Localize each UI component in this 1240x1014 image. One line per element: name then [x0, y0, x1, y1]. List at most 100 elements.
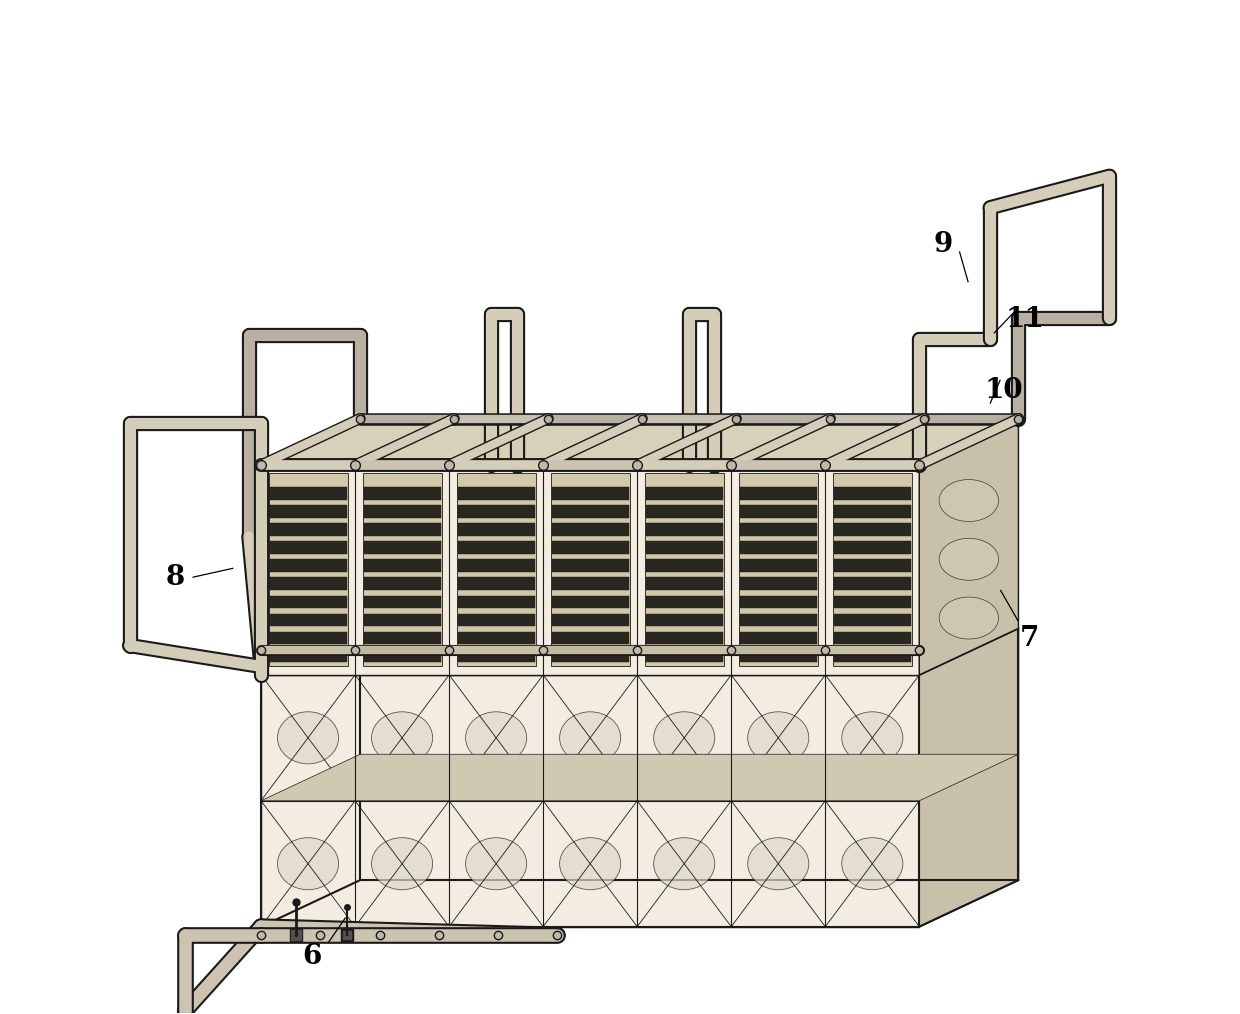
Polygon shape [646, 650, 723, 662]
Polygon shape [363, 595, 440, 608]
Polygon shape [458, 632, 534, 644]
Ellipse shape [372, 712, 433, 764]
Polygon shape [646, 595, 723, 608]
Polygon shape [552, 595, 629, 608]
Ellipse shape [465, 712, 527, 764]
Polygon shape [740, 541, 817, 554]
Polygon shape [269, 488, 347, 500]
Polygon shape [260, 880, 1018, 927]
Polygon shape [740, 613, 817, 627]
Text: 6: 6 [301, 943, 321, 970]
Polygon shape [740, 505, 817, 518]
Polygon shape [458, 541, 534, 554]
Polygon shape [260, 675, 919, 927]
Polygon shape [833, 505, 911, 518]
Polygon shape [740, 577, 817, 590]
Polygon shape [458, 650, 534, 662]
Polygon shape [552, 488, 629, 500]
Text: 11: 11 [1006, 306, 1044, 334]
Polygon shape [552, 650, 629, 662]
Polygon shape [833, 560, 911, 572]
Polygon shape [646, 523, 723, 536]
Polygon shape [269, 474, 347, 666]
Ellipse shape [939, 480, 998, 521]
Polygon shape [833, 523, 911, 536]
Polygon shape [552, 560, 629, 572]
Polygon shape [739, 474, 817, 666]
Polygon shape [646, 560, 723, 572]
Polygon shape [260, 754, 1018, 801]
Polygon shape [458, 613, 534, 627]
Polygon shape [919, 629, 1018, 927]
Polygon shape [458, 595, 534, 608]
Polygon shape [260, 629, 1018, 675]
Polygon shape [260, 629, 360, 927]
Polygon shape [269, 613, 347, 627]
Ellipse shape [559, 838, 621, 889]
Polygon shape [646, 613, 723, 627]
Ellipse shape [939, 597, 998, 639]
Polygon shape [363, 560, 440, 572]
Ellipse shape [748, 838, 808, 889]
Polygon shape [363, 505, 440, 518]
Ellipse shape [842, 838, 903, 889]
Text: 10: 10 [985, 377, 1023, 405]
Ellipse shape [748, 712, 808, 764]
Polygon shape [833, 632, 911, 644]
Polygon shape [363, 523, 440, 536]
Polygon shape [646, 488, 723, 500]
Polygon shape [269, 541, 347, 554]
Polygon shape [260, 419, 1018, 465]
Text: 8: 8 [165, 564, 185, 591]
Ellipse shape [278, 838, 339, 889]
Polygon shape [456, 474, 536, 666]
Polygon shape [363, 613, 440, 627]
Polygon shape [260, 465, 919, 675]
Polygon shape [740, 650, 817, 662]
Polygon shape [740, 523, 817, 536]
Text: 7: 7 [1019, 625, 1039, 652]
Polygon shape [833, 613, 911, 627]
Ellipse shape [559, 712, 621, 764]
Ellipse shape [653, 838, 714, 889]
Polygon shape [740, 560, 817, 572]
Polygon shape [269, 595, 347, 608]
Polygon shape [363, 577, 440, 590]
Polygon shape [740, 632, 817, 644]
Polygon shape [833, 577, 911, 590]
Polygon shape [833, 541, 911, 554]
Polygon shape [363, 632, 440, 644]
Polygon shape [552, 577, 629, 590]
Polygon shape [269, 650, 347, 662]
Polygon shape [646, 577, 723, 590]
Polygon shape [458, 488, 534, 500]
Polygon shape [362, 474, 441, 666]
Polygon shape [269, 523, 347, 536]
Polygon shape [646, 632, 723, 644]
Polygon shape [740, 595, 817, 608]
Polygon shape [458, 560, 534, 572]
Ellipse shape [465, 838, 527, 889]
Polygon shape [646, 505, 723, 518]
Polygon shape [551, 474, 630, 666]
Polygon shape [552, 632, 629, 644]
Ellipse shape [842, 712, 903, 764]
Polygon shape [646, 541, 723, 554]
Polygon shape [645, 474, 724, 666]
Ellipse shape [939, 538, 998, 580]
Polygon shape [552, 613, 629, 627]
Polygon shape [833, 650, 911, 662]
Polygon shape [552, 505, 629, 518]
Polygon shape [458, 577, 534, 590]
Text: 9: 9 [934, 230, 954, 258]
Polygon shape [458, 505, 534, 518]
Polygon shape [552, 523, 629, 536]
Polygon shape [363, 488, 440, 500]
Polygon shape [919, 419, 1018, 675]
Polygon shape [363, 650, 440, 662]
Polygon shape [269, 632, 347, 644]
Polygon shape [458, 523, 534, 536]
Ellipse shape [278, 712, 339, 764]
Polygon shape [360, 629, 1018, 880]
Polygon shape [833, 595, 911, 608]
